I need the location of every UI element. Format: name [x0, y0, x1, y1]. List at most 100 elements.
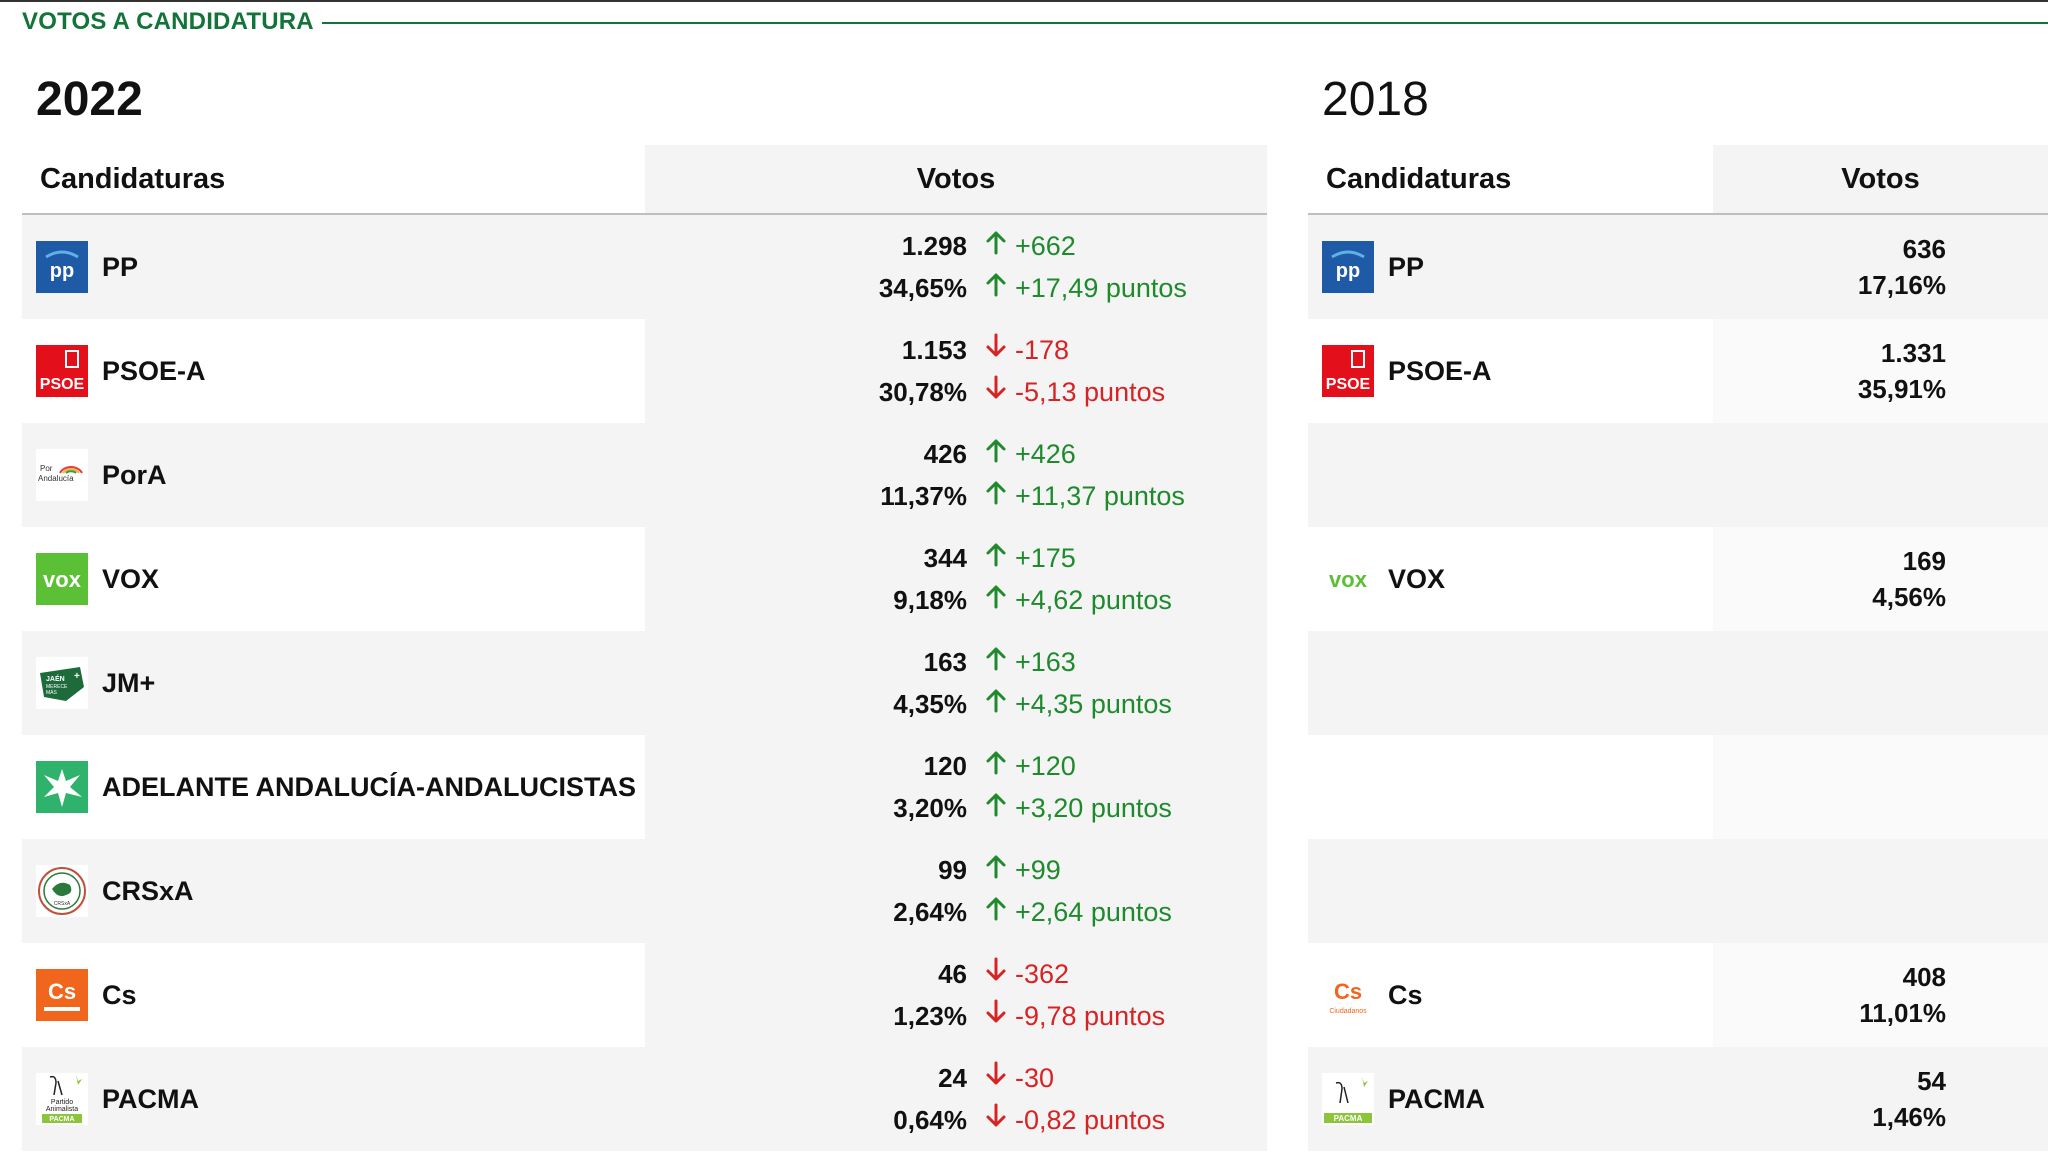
- votes-change: +120: [985, 745, 1172, 787]
- party-name: VOX: [1388, 563, 1446, 594]
- percent-change: +17,49 puntos: [985, 267, 1187, 309]
- percent-change: -9,78 puntos: [985, 995, 1165, 1037]
- cs-logo: Cs Ciudadanos: [1322, 969, 1374, 1021]
- table-row: PSOE PSOE-A 1.153 30,78% -178 -5,13 puntos: [22, 319, 1267, 423]
- svg-text:pp: pp: [1336, 260, 1360, 282]
- pora-logo: Por Andalucía: [36, 449, 88, 501]
- pacma-logo: PACMA: [1322, 1073, 1374, 1125]
- votes-percent: 30,78%: [878, 377, 967, 407]
- votes-cell: 46 1,23% -362 -9,78 puntos: [645, 943, 1267, 1047]
- candidate-cell: PSOE PSOE-A: [22, 319, 645, 423]
- party-name: PACMA: [1388, 1083, 1485, 1114]
- table-row: [1308, 631, 2048, 735]
- candidate-cell: Cs Ciudadanos Cs: [1308, 943, 1713, 1047]
- votes-change: +163: [985, 641, 1172, 683]
- table-row: pp PP 636 17,16%: [1308, 215, 2048, 319]
- arrow-down-icon: [985, 329, 1015, 371]
- votes-cell: [1713, 839, 2048, 943]
- candidate-cell: [1308, 839, 1713, 943]
- table-row: vox VOX 169 4,56%: [1308, 527, 2048, 631]
- percent-change: -0,82 puntos: [985, 1099, 1165, 1141]
- results-table-2018: Candidaturas Votos pp PP 636 17,16% PSOE PSOE…: [1308, 145, 2048, 1151]
- votes-count: 344: [923, 543, 967, 573]
- arrow-up-icon: [985, 745, 1015, 787]
- votes-count: 1.298: [901, 231, 967, 261]
- table-header: Candidaturas Votos: [1308, 145, 2048, 215]
- pp-logo: pp: [1322, 241, 1374, 293]
- table-row: Partido Animalista PACMA PACMA 24 0,64% -30 -0,…: [22, 1047, 1267, 1151]
- svg-text:vox: vox: [43, 567, 82, 592]
- candidate-cell: [1308, 423, 1713, 527]
- candidate-cell: vox VOX: [1308, 527, 1713, 631]
- section-title: VOTOS A CANDIDATURA: [22, 8, 314, 35]
- votes-change: +426: [985, 433, 1185, 475]
- year-2022-title: 2022: [36, 73, 143, 126]
- year-2018-title: 2018: [1322, 73, 1429, 126]
- party-name: Cs: [1388, 979, 1423, 1010]
- votes-cell: 426 11,37% +426 +11,37 puntos: [645, 423, 1267, 527]
- arrow-up-icon: [985, 225, 1015, 267]
- votes-change: +99: [985, 849, 1172, 891]
- svg-text:Andalucía: Andalucía: [38, 474, 74, 483]
- adelante-logo: [36, 761, 88, 813]
- table-row: JAÉN MERECE MÁS + JM+ 163 4,35% +163 +4,35 punto…: [22, 631, 1267, 735]
- votes-cell: 163 4,35% +163 +4,35 puntos: [645, 631, 1267, 735]
- svg-text:Animalista: Animalista: [46, 1106, 78, 1113]
- votes-cell: 169 4,56%: [1713, 527, 2048, 631]
- arrow-up-icon: [985, 433, 1015, 475]
- svg-text:JAÉN: JAÉN: [46, 674, 65, 683]
- votes-count: 408: [1902, 962, 1946, 992]
- votes-cell: 1.331 35,91%: [1713, 319, 2048, 423]
- percent-change: -5,13 puntos: [985, 371, 1165, 413]
- table-row: Por Andalucía PorA 426 11,37% +426 +11,37 punt…: [22, 423, 1267, 527]
- header-candidaturas: Candidaturas: [40, 162, 226, 195]
- candidate-cell: JAÉN MERECE MÁS + JM+: [22, 631, 645, 735]
- svg-text:PSOE: PSOE: [40, 376, 85, 393]
- votes-percent: 35,91%: [1857, 374, 1946, 404]
- percent-change: +4,62 puntos: [985, 579, 1172, 621]
- party-name: JM+: [102, 667, 156, 698]
- pp-logo: pp: [36, 241, 88, 293]
- arrow-up-icon: [985, 267, 1015, 309]
- svg-text:Ciudadanos: Ciudadanos: [1329, 1008, 1367, 1015]
- svg-text:Por: Por: [40, 464, 53, 473]
- cs-logo: Cs: [36, 969, 88, 1021]
- table-row: [1308, 423, 2048, 527]
- percent-change: +2,64 puntos: [985, 891, 1172, 933]
- candidate-cell: Partido Animalista PACMA PACMA: [22, 1047, 645, 1151]
- candidate-cell: Cs Cs: [22, 943, 645, 1047]
- votes-change: -30: [985, 1057, 1165, 1099]
- party-name: CRSxA: [102, 875, 194, 906]
- arrow-up-icon: [985, 787, 1015, 829]
- arrow-down-icon: [985, 953, 1015, 995]
- table-row: [1308, 735, 2048, 839]
- header-candidaturas: Candidaturas: [1326, 162, 1512, 195]
- votes-percent: 1,23%: [893, 1001, 967, 1031]
- votes-percent: 3,20%: [893, 793, 967, 823]
- header-votos: Votos: [645, 145, 1267, 213]
- votes-cell: 120 3,20% +120 +3,20 puntos: [645, 735, 1267, 839]
- votes-cell: 24 0,64% -30 -0,82 puntos: [645, 1047, 1267, 1151]
- votes-cell: 636 17,16%: [1713, 215, 2048, 319]
- votes-count: 54: [1917, 1066, 1946, 1096]
- arrow-up-icon: [985, 641, 1015, 683]
- table-row: vox VOX 344 9,18% +175 +4,62 puntos: [22, 527, 1267, 631]
- svg-text:Cs: Cs: [48, 979, 76, 1004]
- votes-cell: 408 11,01%: [1713, 943, 2048, 1047]
- svg-text:Partido: Partido: [51, 1099, 73, 1106]
- votes-count: 24: [938, 1063, 967, 1093]
- svg-text:Cs: Cs: [1334, 979, 1362, 1004]
- votes-cell: 99 2,64% +99 +2,64 puntos: [645, 839, 1267, 943]
- section-header: VOTOS A CANDIDATURA: [0, 0, 2048, 36]
- party-name: PP: [102, 251, 139, 282]
- table-row: [1308, 839, 2048, 943]
- table-row: PSOE PSOE-A 1.331 35,91%: [1308, 319, 2048, 423]
- votes-cell: [1713, 735, 2048, 839]
- votes-percent: 1,46%: [1872, 1102, 1946, 1132]
- votes-cell: [1713, 423, 2048, 527]
- votes-count: 636: [1902, 234, 1946, 264]
- votes-cell: 1.298 34,65% +662 +17,49 puntos: [645, 215, 1267, 319]
- vox-logo: vox: [1322, 553, 1374, 605]
- votes-count: 120: [923, 751, 967, 781]
- votes-percent: 34,65%: [878, 273, 967, 303]
